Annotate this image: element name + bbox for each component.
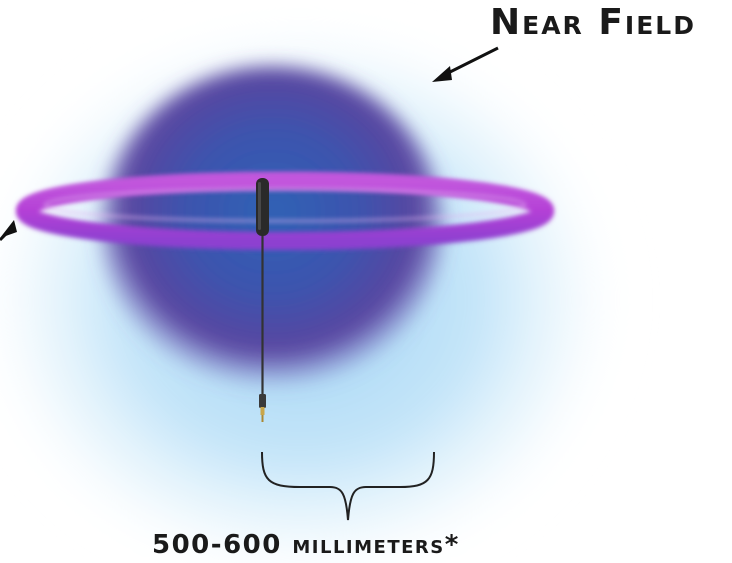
field-ring [16, 172, 554, 250]
left-edge-arrow [0, 220, 17, 242]
distance-label: 500-600 millimeters* [152, 530, 460, 560]
near-field-label: Near Field [490, 2, 696, 43]
near-field-sphere [100, 66, 444, 390]
microphone-icon [256, 178, 269, 422]
field-ring-highlight [43, 187, 527, 223]
near-field-arrow [432, 46, 499, 82]
curly-brace-icon [261, 451, 435, 521]
